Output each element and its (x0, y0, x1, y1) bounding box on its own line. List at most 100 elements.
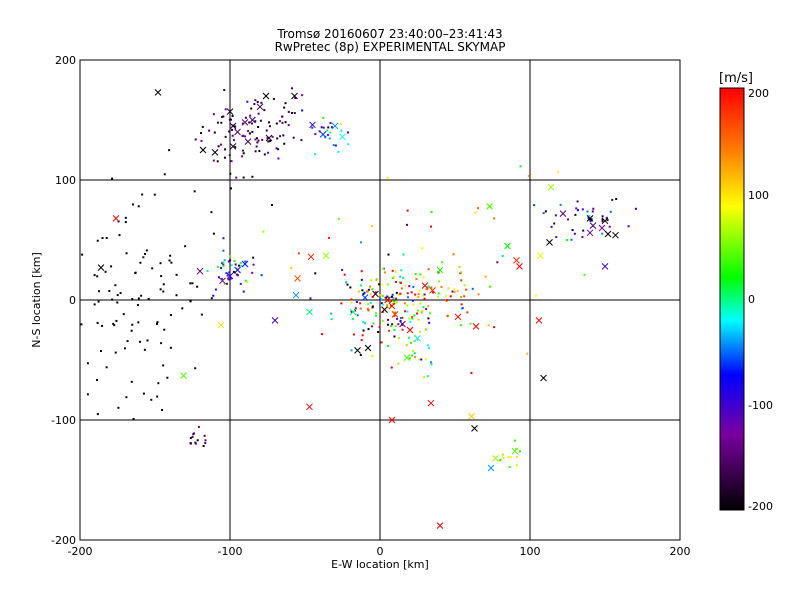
data-dot (194, 138, 197, 141)
data-cross-marker (454, 313, 462, 321)
data-dot (477, 293, 480, 296)
data-dot (99, 350, 102, 353)
data-dot (142, 256, 145, 259)
data-dot (118, 234, 121, 237)
data-cross-marker (265, 134, 273, 142)
data-dot (554, 214, 557, 217)
data-dot (395, 291, 398, 294)
data-dot (350, 301, 353, 304)
data-dot (423, 297, 426, 300)
data-dot (217, 265, 220, 268)
data-dot (559, 203, 562, 206)
data-cross-marker (226, 272, 234, 280)
data-dot (281, 115, 284, 118)
data-dot (279, 135, 282, 138)
data-dot (601, 215, 604, 218)
data-dot (360, 339, 363, 342)
data-dot (287, 124, 290, 127)
data-dot (389, 300, 392, 303)
data-dot (101, 237, 104, 240)
data-dot (125, 396, 128, 399)
data-cross-marker (403, 354, 411, 361)
data-dot (375, 279, 378, 282)
data-dot (229, 259, 232, 262)
y-tick-label: 200 (55, 54, 76, 67)
data-dot (507, 456, 510, 459)
data-dot (86, 393, 89, 396)
data-dot (402, 276, 405, 279)
data-dot (301, 94, 304, 97)
data-dot (326, 133, 329, 136)
data-cross-marker (598, 224, 606, 232)
data-cross-marker (229, 143, 237, 150)
data-dot (189, 437, 192, 440)
data-dot (367, 288, 370, 291)
data-dot (228, 130, 231, 133)
data-dot (226, 274, 229, 277)
data-dot (406, 292, 409, 295)
data-dot (406, 209, 409, 212)
data-dot (411, 317, 414, 320)
data-dot (423, 376, 426, 379)
data-dot (300, 139, 303, 142)
data-dot (369, 301, 372, 304)
data-dot (223, 259, 226, 262)
data-cross-marker (241, 260, 249, 268)
data-dot (254, 150, 257, 153)
data-dot (471, 287, 474, 290)
data-dot (138, 340, 141, 343)
data-cross-marker (354, 347, 361, 354)
data-cross-marker (436, 522, 444, 529)
data-dot (581, 236, 584, 239)
data-dot (359, 353, 362, 356)
data-dot (123, 347, 126, 350)
data-dot (321, 333, 324, 336)
data-dot (601, 220, 604, 223)
data-dot (601, 218, 604, 221)
colorbar-tick-label: -100 (748, 399, 773, 412)
data-dot (117, 406, 120, 409)
data-dot (391, 323, 394, 326)
data-dot (526, 352, 529, 355)
y-tick-label: -200 (51, 534, 76, 547)
data-dot (423, 293, 426, 296)
data-cross-marker (180, 372, 187, 379)
data-dot (360, 278, 363, 281)
data-dot (463, 295, 466, 298)
data-cross-marker (429, 287, 436, 294)
data-dot (418, 330, 421, 333)
data-dot (399, 319, 402, 322)
data-dot (414, 356, 417, 359)
data-dot (252, 263, 255, 266)
data-dot (362, 329, 365, 332)
data-dot (359, 284, 362, 287)
data-dot (86, 362, 89, 365)
data-dot (255, 137, 258, 140)
data-dot (459, 324, 462, 327)
data-dot (390, 295, 393, 298)
data-dot (380, 302, 383, 305)
data-dot (343, 273, 346, 276)
data-dot (446, 314, 449, 317)
data-dot (366, 303, 369, 306)
data-dot (81, 253, 84, 256)
x-tick-label: 100 (520, 545, 541, 558)
data-dot (514, 439, 517, 442)
data-dot (243, 135, 246, 138)
data-dot (409, 341, 412, 344)
data-dot (166, 376, 169, 379)
data-dot (425, 288, 428, 291)
data-dot (401, 316, 404, 319)
data-dot (515, 464, 518, 467)
data-dot (217, 145, 220, 148)
data-cross-marker (322, 252, 330, 259)
data-dot (132, 203, 135, 206)
data-dot (283, 106, 286, 109)
data-cross-marker (601, 217, 609, 225)
data-dot (515, 455, 518, 458)
y-tick-label: 0 (69, 294, 76, 307)
data-cross-marker (601, 263, 609, 270)
data-dot (276, 137, 279, 140)
data-dot (487, 324, 490, 327)
data-dot (416, 338, 419, 341)
